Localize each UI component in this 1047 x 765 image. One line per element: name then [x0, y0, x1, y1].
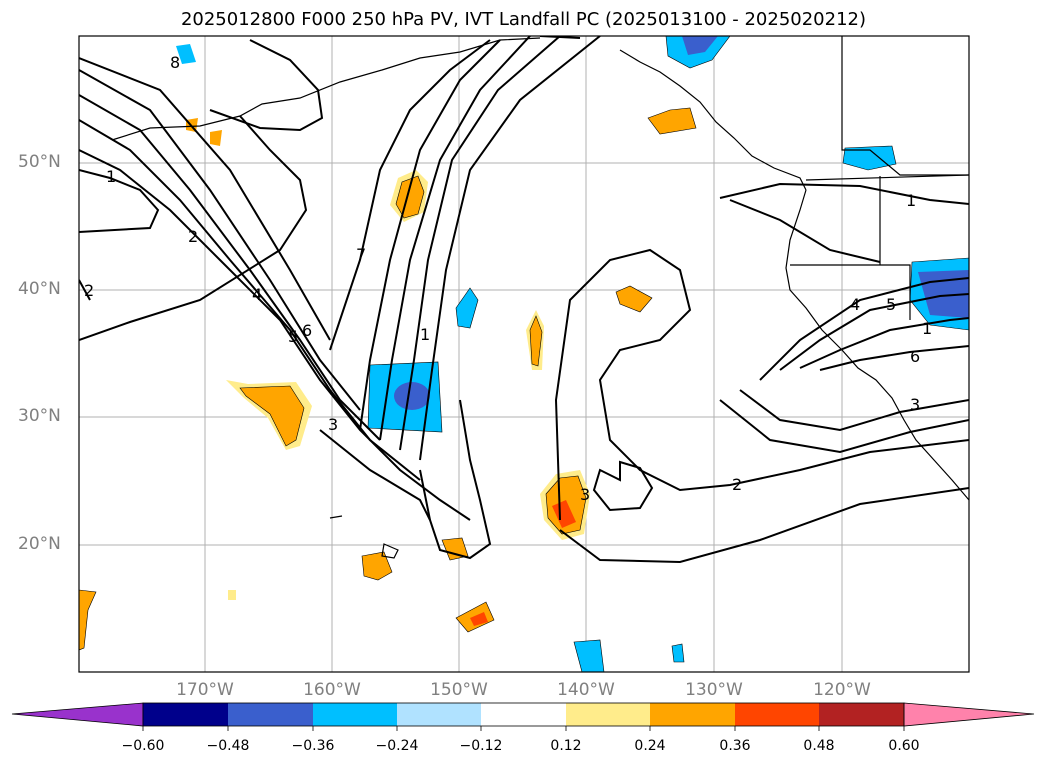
- contour-label: 3: [910, 395, 920, 414]
- colorbar-tick: −0.60: [121, 738, 165, 754]
- lon-label: 130°W: [685, 680, 743, 700]
- contour-label: 1: [906, 191, 916, 210]
- contour-label-group: 8 1 2 2 4 5 6 3 7 1 3 2 4 5 6 3 1 1: [84, 53, 932, 504]
- pv-contours: [79, 36, 969, 564]
- colorbar: [11, 702, 1035, 731]
- contour-label: 6: [910, 347, 920, 366]
- contour-label: 3: [328, 415, 338, 434]
- colorbar-segment: [481, 703, 566, 726]
- colorbar-tick: 0.12: [550, 738, 582, 754]
- colorbar-tick: −0.24: [375, 738, 419, 754]
- colorbar-tick: 0.60: [888, 738, 920, 754]
- colorbar-segment: [650, 703, 735, 726]
- colorbar-segment: [819, 703, 904, 726]
- map-title: 2025012800 F000 250 hPa PV, IVT Landfall…: [180, 9, 867, 30]
- colorbar-segment: [566, 703, 650, 726]
- contour-label: 2: [84, 281, 94, 300]
- blue-anomaly-small-2: [573, 639, 605, 672]
- contour-label: 7: [356, 245, 366, 264]
- lat-label: 40°N: [18, 279, 61, 299]
- contour-label: 1: [922, 319, 932, 338]
- lon-label: 150°W: [430, 680, 488, 700]
- blue-anomaly-small-1: [455, 287, 479, 329]
- lon-label: 160°W: [303, 680, 361, 700]
- colorbar-tick: 0.24: [634, 738, 666, 754]
- contour-label: 1: [420, 325, 430, 344]
- contour-label: 1: [106, 167, 116, 186]
- colorbar-tick: −0.12: [459, 738, 503, 754]
- colorbar-tick: 0.48: [803, 738, 835, 754]
- lat-label: 20°N: [18, 534, 61, 554]
- lon-label: 170°W: [176, 680, 234, 700]
- contour-label: 8: [170, 53, 180, 72]
- orange-anomaly-gulf-alaska: [647, 107, 697, 135]
- blue-anomaly-core: [394, 382, 430, 410]
- blue-anomaly-idaho: [842, 145, 897, 171]
- colorbar-segment: [143, 703, 228, 726]
- lat-label: 50°N: [18, 152, 61, 172]
- colorbar-extend-low: [11, 702, 144, 727]
- contour-label: 5: [886, 295, 896, 314]
- map-frame-bg: [79, 36, 969, 672]
- lon-label: 140°W: [557, 680, 615, 700]
- lat-label: 30°N: [18, 406, 61, 426]
- colorbar-extend-high: [903, 702, 1035, 727]
- colorbar-segment: [735, 703, 819, 726]
- colorbar-segment: [313, 703, 397, 726]
- contour-label: 4: [850, 295, 860, 314]
- colorbar-tick: 0.36: [719, 738, 751, 754]
- lon-label: 120°W: [813, 680, 871, 700]
- contour-label: 5: [288, 327, 298, 346]
- colorbar-segment: [228, 703, 313, 726]
- colorbar-tick: −0.48: [206, 738, 250, 754]
- colorbar-tick: −0.36: [291, 738, 335, 754]
- colorbar-segment: [397, 703, 481, 726]
- contour-label: 2: [732, 475, 742, 494]
- graticule: [79, 36, 969, 672]
- contour-label: 3: [580, 485, 590, 504]
- pv-shading: [79, 36, 969, 672]
- contour-label: 6: [302, 321, 312, 340]
- contour-label: 4: [252, 285, 262, 304]
- contour-label: 2: [188, 227, 198, 246]
- map-frame: [78, 35, 970, 673]
